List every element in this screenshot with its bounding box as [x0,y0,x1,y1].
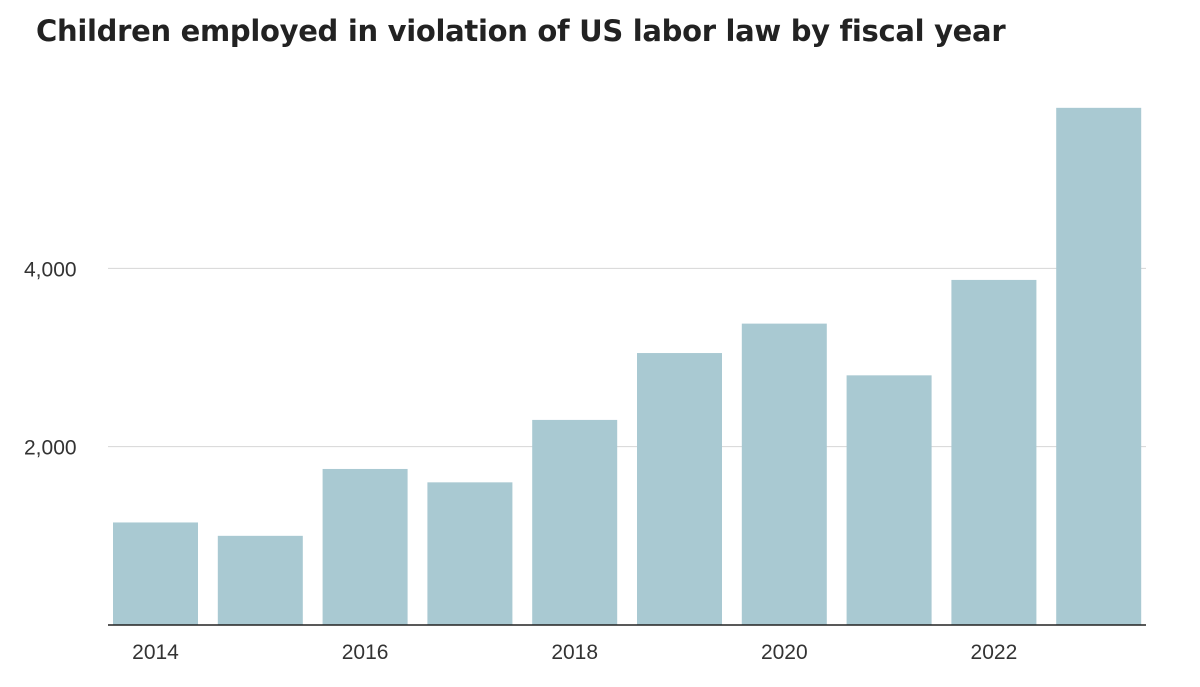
bar-2019 [637,353,722,625]
bar-2021 [846,375,932,625]
y-tick-label: 2,000 [24,437,77,460]
bar-2014 [113,522,198,625]
bar-2016 [322,468,408,625]
y-tick-label: 4,000 [24,258,77,281]
x-tick-label: 2022 [971,641,1018,664]
chart-title: Children employed in violation of US lab… [36,14,1006,48]
x-tick-label: 2020 [761,641,808,664]
bar-2023 [1056,107,1142,626]
bar-2018 [532,419,618,625]
bar-2015 [217,535,303,625]
y-axis-labels: 2,000 4,000 [24,258,77,459]
bar-2017 [427,482,513,625]
x-tick-label: 2018 [551,641,598,664]
bars [113,107,1142,626]
x-axis-labels: 2014 2016 2018 2020 2022 [132,641,1017,664]
bar-2022 [951,279,1037,625]
bar-2020 [741,323,827,625]
x-tick-label: 2014 [132,641,179,664]
x-tick-label: 2016 [342,641,389,664]
